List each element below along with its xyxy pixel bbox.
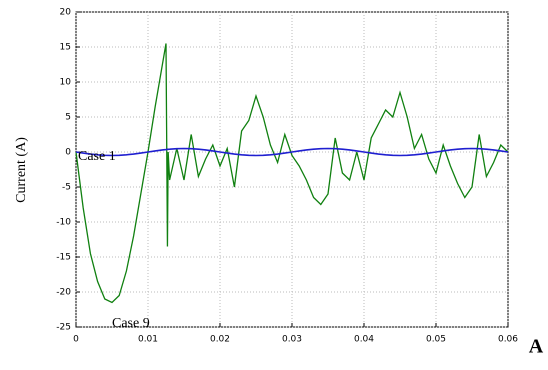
y-tick-label: -20 bbox=[56, 288, 71, 298]
y-axis-label: Current (A) bbox=[14, 137, 29, 203]
y-tick-label: 5 bbox=[65, 113, 71, 123]
annotation: Case 9 bbox=[112, 316, 150, 331]
y-tick-label: 15 bbox=[60, 43, 71, 53]
x-tick-label: 0.01 bbox=[138, 335, 158, 345]
y-tick-label: -10 bbox=[56, 218, 71, 228]
y-tick-label: 10 bbox=[60, 78, 72, 88]
x-tick-label: 0 bbox=[73, 335, 79, 345]
y-tick-label: 0 bbox=[65, 148, 71, 158]
x-tick-label: 0.03 bbox=[282, 335, 302, 345]
x-tick-label: 0.02 bbox=[210, 335, 230, 345]
y-tick-label: -15 bbox=[56, 253, 71, 263]
x-tick-label: 0.05 bbox=[426, 335, 446, 345]
plot-frame bbox=[75, 11, 509, 328]
x-tick-label: 0.04 bbox=[354, 335, 374, 345]
line-series bbox=[75, 147, 509, 157]
x-tick-label: 0.06 bbox=[498, 335, 518, 345]
line-series bbox=[75, 43, 509, 304]
annotation: Case 1 bbox=[78, 149, 116, 164]
panel-label: A bbox=[529, 336, 544, 358]
y-tick-label: -5 bbox=[62, 183, 71, 193]
y-tick-label: -25 bbox=[56, 323, 71, 333]
y-tick-label: 20 bbox=[60, 8, 72, 18]
